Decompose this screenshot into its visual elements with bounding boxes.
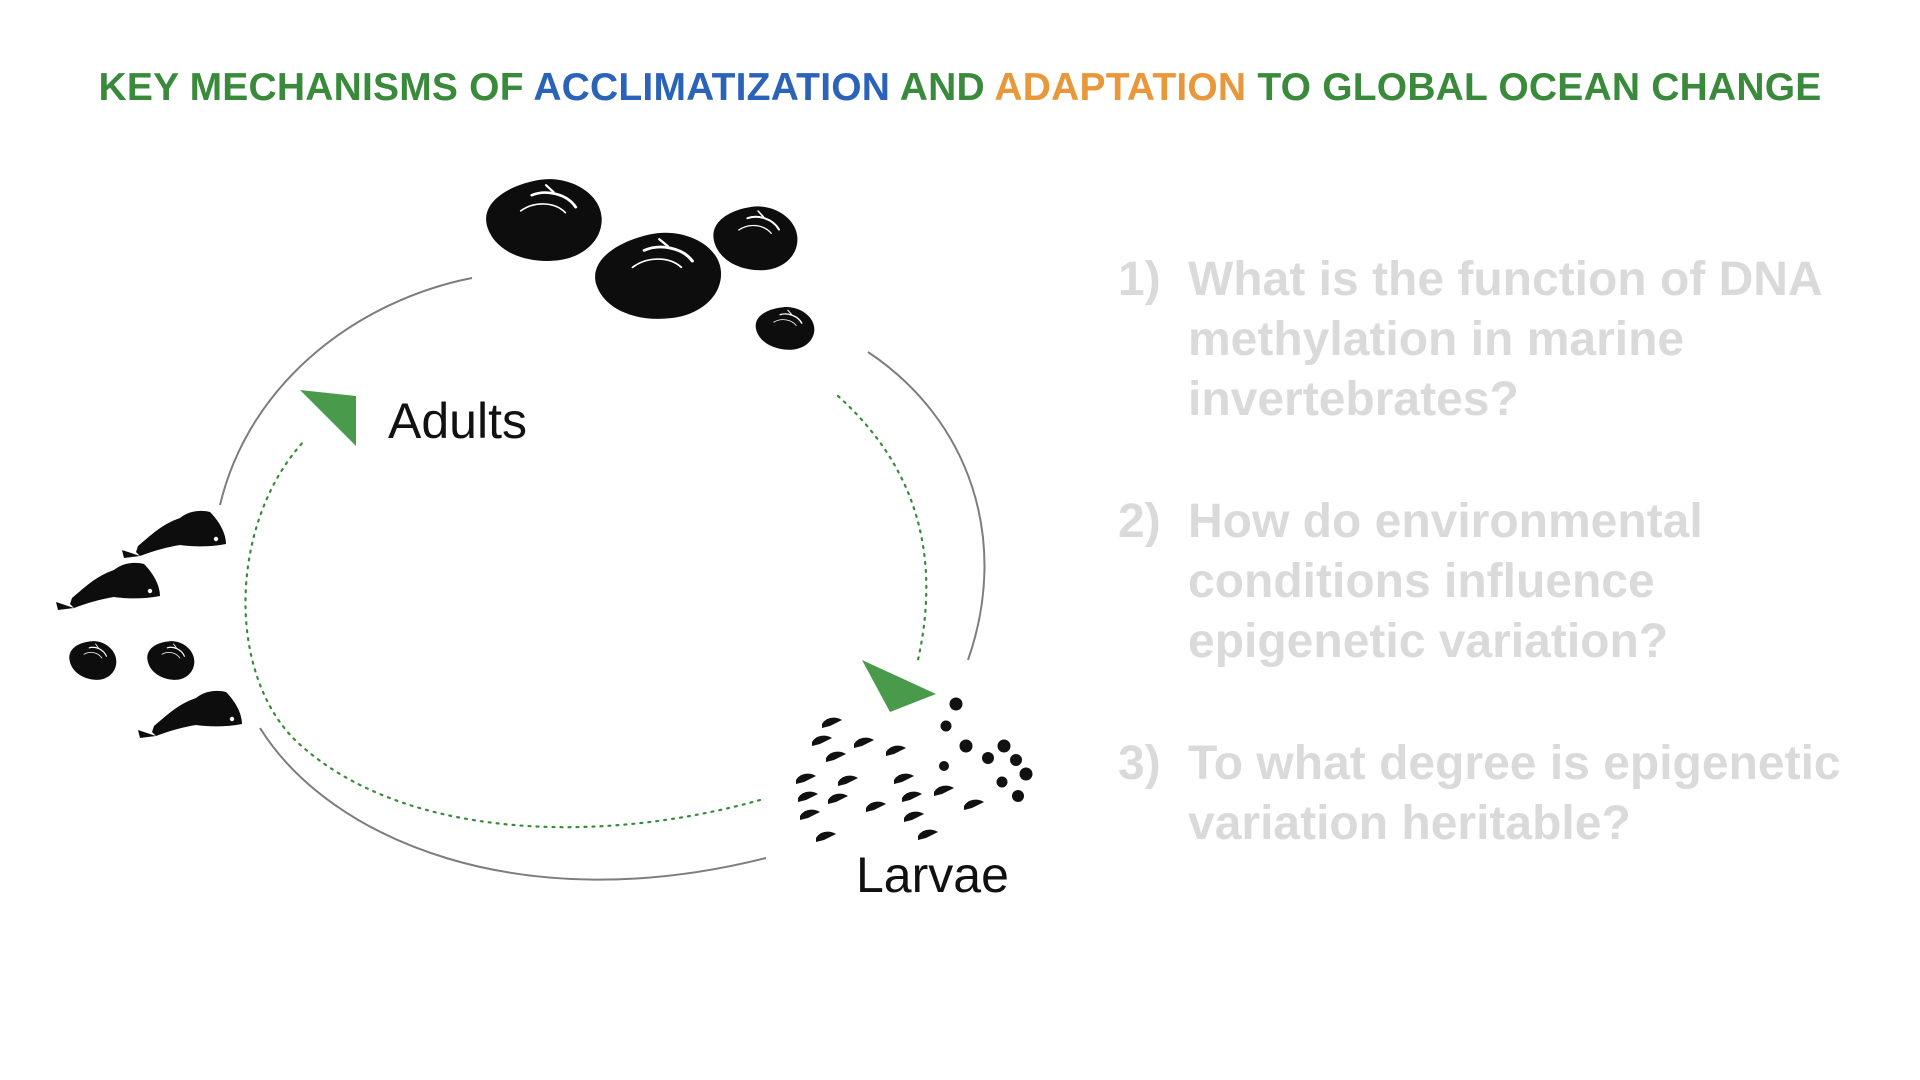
mussel-shell-icon [480,170,609,271]
question-line: conditions influence [1188,555,1655,608]
larva-shell-icon [940,720,952,732]
larva-icon [828,793,848,804]
cycle-arc-top-left [219,277,473,506]
larva-shell-icon [949,697,963,711]
larva-icon [934,785,954,796]
life-cycle-diagram [56,170,1033,881]
question-text: To what degree is epigenetic variation h… [1188,734,1908,854]
question-number: 1) [1118,253,1161,306]
question-line: To what degree is epigenetic [1188,737,1841,790]
question-line: How do environmental [1188,495,1703,548]
larva-icon [800,809,820,820]
slide-title: KEY MECHANISMS OF ACCLIMATIZATION AND AD… [0,66,1920,110]
larva-shell-icon [1010,754,1022,766]
larva-shell-icon [1019,767,1033,781]
larva-icon [838,775,858,786]
question-line: What is the function of DNA [1188,253,1823,306]
larva-shell-icon [996,776,1008,788]
question-number: 2) [1118,495,1161,548]
larva-icon [826,751,846,762]
question-line: variation heritable? [1188,797,1631,850]
larva-icon [918,829,938,840]
question-number: 3) [1118,737,1161,790]
larva-icon [822,717,842,728]
larvae-label: Larvae [856,847,1009,903]
larva-icon [796,773,816,784]
larva-icon [812,735,832,746]
mussel-shell-icon [146,640,195,681]
title-part-ocean-change: TO GLOBAL OCEAN CHANGE [1246,66,1822,109]
larva-icon [904,811,924,822]
mussel-shell-icon [710,202,802,276]
title-part-and: AND [890,66,995,109]
larva-shell-icon [1012,790,1024,802]
cycle-arc-bottom [259,727,767,881]
question-text: How do environmental conditions influenc… [1188,492,1908,672]
title-part-adaptation: ADAPTATION [994,66,1247,109]
larva-icon [894,773,914,784]
larva-icon [886,745,906,756]
title-part-acclimatization: ACCLIMATIZATION [533,66,891,109]
larva-shell-icon [997,739,1011,753]
larva-icon [816,831,836,842]
larva-icon [854,737,874,748]
question-line: epigenetic variation? [1188,615,1669,668]
title-part-mechanisms: KEY MECHANISMS OF [98,66,534,109]
direction-arrow-down [862,660,936,712]
larvae-cluster [796,697,1033,842]
cycle-arc-dotted-right [836,394,928,662]
larva-icon [798,791,818,802]
mussel-shell-icon [68,640,117,681]
larva-icon [866,801,886,812]
question-line: invertebrates? [1188,373,1519,426]
question-text: What is the function of DNA methylation … [1188,250,1908,430]
larva-shell-icon [959,739,973,753]
fish-icon [56,562,160,610]
question-line: methylation in marine [1188,313,1685,366]
adults-label: Adults [388,393,527,449]
larva-shell-icon [939,761,949,771]
cycle-arc-dotted-left [244,438,762,829]
cycle-arc-right [867,351,986,661]
larva-shell-icon [982,752,994,764]
fish-icon [138,690,242,738]
direction-arrow-up [300,390,356,446]
larva-icon [964,799,984,810]
larva-icon [902,791,922,802]
mussel-shell-icon [587,221,730,332]
mussel-shell-icon [754,305,816,352]
fish-icon [122,510,226,558]
